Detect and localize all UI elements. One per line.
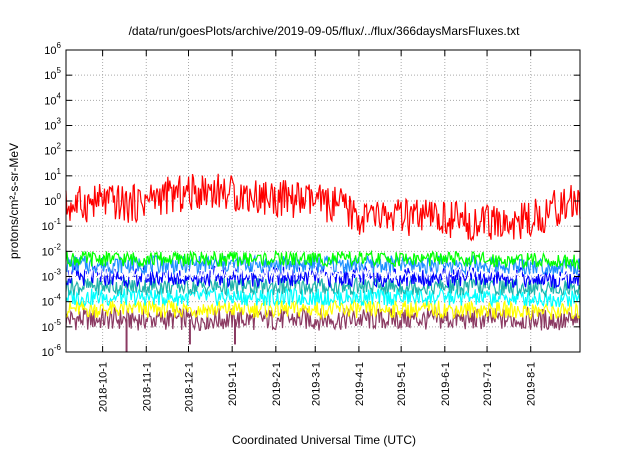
y-ticks: 10-6 10-5 10-4 10-3 10-2 10-1 100 101 102 103 104 1…	[42, 41, 580, 359]
y-tick-label: 10-5	[42, 318, 62, 334]
x-tick-label: 2018-11-1	[141, 362, 153, 411]
x-tick-label: 2019-8-1	[526, 362, 538, 406]
y-tick-label: 101	[44, 167, 61, 183]
series-line	[65, 306, 581, 331]
y-tick-label: 103	[44, 117, 61, 133]
x-tick-label: 2018-12-1	[184, 362, 196, 412]
x-tick-label: 2019-3-1	[310, 362, 322, 406]
y-tick-label: 10-4	[42, 293, 62, 309]
x-tick-label: 2018-10-1	[98, 362, 110, 412]
series-line	[65, 249, 581, 271]
x-tick-label: 2019-4-1	[354, 362, 366, 406]
x-axis-label: Coordinated Universal Time (UTC)	[232, 433, 416, 447]
y-tick-label: 10-3	[42, 268, 62, 284]
y-tick-label: 10-6	[42, 343, 62, 359]
x-tick-label: 2019-7-1	[482, 362, 494, 406]
y-tick-label: 100	[44, 192, 61, 208]
y-tick-label: 106	[44, 41, 61, 57]
x-tick-label: 2019-1-1	[227, 362, 239, 406]
x-tick-label: 2019-6-1	[440, 362, 452, 406]
y-tick-label: 10-2	[42, 242, 62, 258]
x-tick-label: 2019-5-1	[396, 362, 408, 406]
x-ticks: 2018-10-1 2018-11-1 2018-12-1 2019-1-1 2019-…	[98, 50, 538, 412]
y-tick-label: 104	[44, 91, 61, 107]
y-axis-label: protons/cm²-s-sr-MeV	[7, 143, 21, 259]
y-tick-label: 10-1	[42, 217, 62, 233]
series-line	[65, 264, 581, 289]
plot-series	[65, 173, 581, 352]
series-line	[65, 276, 581, 299]
y-tick-label: 105	[44, 66, 61, 82]
series-line	[65, 173, 581, 242]
chart-title: /data/run/goesPlots/archive/2019-09-05/f…	[129, 24, 521, 38]
series-line	[65, 286, 581, 308]
x-tick-label: 2019-2-1	[271, 362, 283, 406]
y-tick-label: 102	[44, 142, 61, 158]
